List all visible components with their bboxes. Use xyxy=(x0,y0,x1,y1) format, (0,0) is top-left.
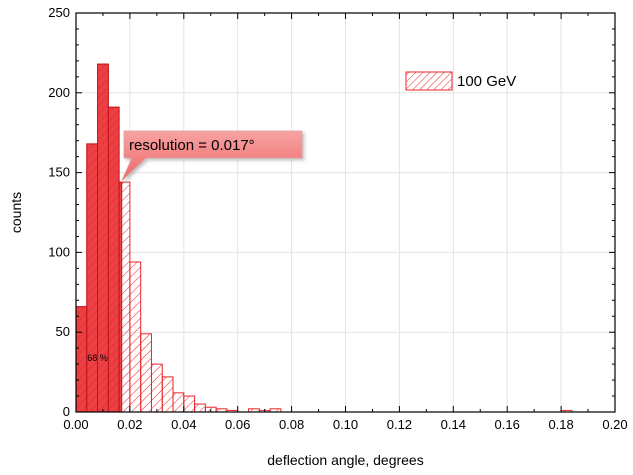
legend: 100 GeV xyxy=(405,71,516,91)
x-tick-label: 0.02 xyxy=(117,417,142,432)
histogram-bars-hatched xyxy=(75,63,573,413)
histogram-bar xyxy=(129,261,142,413)
legend-swatch xyxy=(405,71,453,91)
y-tick-label: 250 xyxy=(48,5,70,20)
y-tick-label: 150 xyxy=(48,165,70,180)
histogram-bar xyxy=(183,395,196,413)
annotation-text: resolution = 0.017° xyxy=(129,137,255,154)
x-tick-label: 0.00 xyxy=(63,417,88,432)
x-tick-label: 0.14 xyxy=(441,417,466,432)
x-tick-label: 0.08 xyxy=(279,417,304,432)
grid xyxy=(76,13,615,412)
y-tick-label: 0 xyxy=(63,404,70,419)
legend-label: 100 GeV xyxy=(457,73,516,90)
y-axis-title: counts xyxy=(8,192,24,233)
x-tick-label: 0.18 xyxy=(548,417,573,432)
x-tick-label: 0.10 xyxy=(333,417,358,432)
histogram-bar xyxy=(161,376,174,413)
x-tick-label: 0.16 xyxy=(495,417,520,432)
x-tick-label: 0.04 xyxy=(171,417,196,432)
filled-bar xyxy=(118,181,123,413)
x-tick-label: 0.20 xyxy=(602,417,627,432)
filled-region-68pct: 68 % xyxy=(75,63,123,413)
annotation: resolution = 0.017° xyxy=(121,130,303,181)
filled-bar xyxy=(107,106,120,413)
annotation-callout xyxy=(121,130,303,181)
histogram-bar xyxy=(194,403,206,413)
filled-region-label: 68 % xyxy=(87,353,108,363)
x-tick-label: 0.06 xyxy=(225,417,250,432)
histogram-bar xyxy=(140,333,152,413)
filled-bar xyxy=(86,143,98,413)
y-tick-label: 100 xyxy=(48,244,70,259)
histogram-bar xyxy=(172,392,185,413)
x-tick-label: 0.12 xyxy=(387,417,412,432)
y-tick-label: 50 xyxy=(56,324,70,339)
x-axis-title: deflection angle, degrees xyxy=(267,452,423,468)
ticks: 0.00 0.02 0.04 0.06 0.08 0.10 0.12 0.14 0.16 0.18… xyxy=(8,5,628,468)
histogram-bar xyxy=(150,363,163,413)
y-tick-label: 200 xyxy=(48,85,70,100)
